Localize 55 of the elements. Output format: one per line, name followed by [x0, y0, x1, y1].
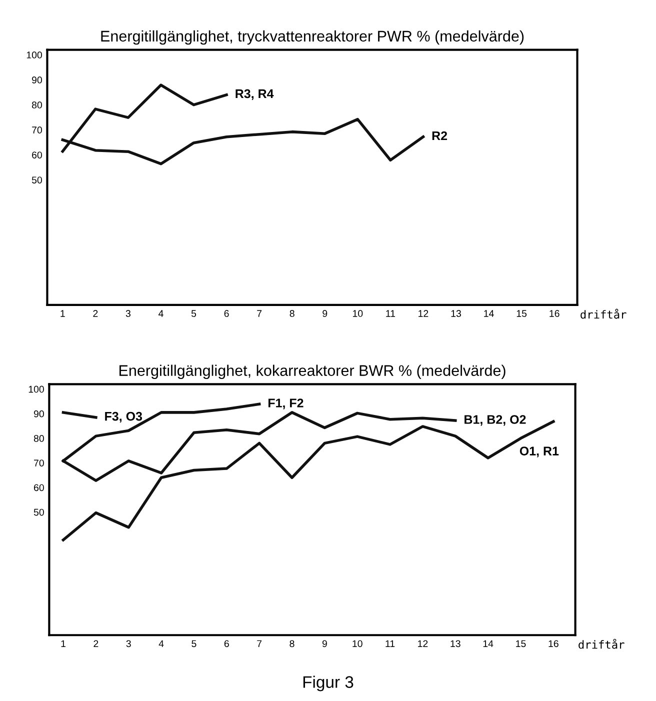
y-tick-label: 80	[34, 435, 44, 442]
x-tick-label: 10	[352, 640, 362, 648]
y-tick-label: 90	[32, 76, 42, 84]
text: Figur 3	[303, 676, 354, 692]
x-tick-label: 3	[126, 640, 131, 648]
x-tick-label: 6	[224, 640, 229, 648]
x-tick-label: 16	[548, 640, 558, 648]
chart-title: Energitillgänglighet, tryckvattenreaktorer PWR % (medelvärde)	[101, 30, 524, 45]
x-tick-label: 9	[322, 310, 328, 317]
x-tick-label: 14	[484, 310, 494, 317]
x-tick-label: 1	[60, 310, 65, 317]
chart-title: Energitillgänglighet, kokarreaktorer BWR % (medelvärde)	[119, 364, 506, 379]
x-tick-label: 7	[257, 640, 262, 648]
y-tick-label: 50	[32, 176, 42, 184]
series-label: F3, O3	[105, 412, 142, 423]
series-label: O1, R1	[520, 446, 559, 458]
x-tick-label: 10	[352, 310, 363, 317]
x-tick-label: 1	[61, 640, 66, 648]
x-tick-label: 5	[191, 310, 196, 317]
x-tick-label: 12	[418, 640, 428, 648]
y-tick-label: 90	[34, 410, 44, 418]
series-label: R3, R4	[236, 89, 274, 100]
x-tick-label: 11	[386, 640, 395, 648]
x-tick-label: 13	[451, 310, 461, 317]
series-label: B1, B2, O2	[464, 415, 526, 426]
x-axis-title: driftår	[578, 638, 624, 649]
x-tick-label: 15	[516, 640, 526, 648]
x-tick-label: 4	[158, 640, 164, 648]
y-tick-label: 100	[28, 386, 44, 393]
x-tick-label: 8	[290, 640, 294, 648]
x-tick-label: 2	[94, 640, 98, 648]
series-label: R2	[432, 131, 448, 140]
x-tick-label: 13	[450, 640, 460, 648]
x-tick-label: 11	[386, 310, 396, 317]
x-tick-label: 14	[483, 640, 494, 648]
y-tick-label: 60	[34, 484, 44, 492]
series-label: F1, F2	[268, 398, 304, 410]
x-tick-label: 15	[516, 310, 527, 317]
y-tick-label: 70	[32, 126, 42, 134]
x-tick-label: 3	[126, 310, 130, 317]
x-tick-label: 16	[550, 310, 560, 317]
y-tick-label: 60	[32, 152, 42, 158]
x-tick-label: 6	[224, 310, 229, 317]
y-tick-label: 50	[34, 508, 44, 516]
y-tick-label: 80	[32, 102, 42, 108]
x-tick-label: 4	[158, 310, 164, 317]
y-tick-label: 70	[34, 460, 44, 466]
x-tick-label: 5	[192, 640, 196, 648]
x-tick-label: 12	[418, 310, 428, 317]
x-tick-label: 7	[257, 310, 262, 317]
x-axis-title: driftår	[580, 308, 626, 319]
x-tick-label: 9	[322, 640, 327, 648]
x-tick-label: 2	[93, 310, 98, 317]
y-tick-label: 100	[26, 52, 42, 58]
x-tick-label: 8	[290, 310, 294, 317]
